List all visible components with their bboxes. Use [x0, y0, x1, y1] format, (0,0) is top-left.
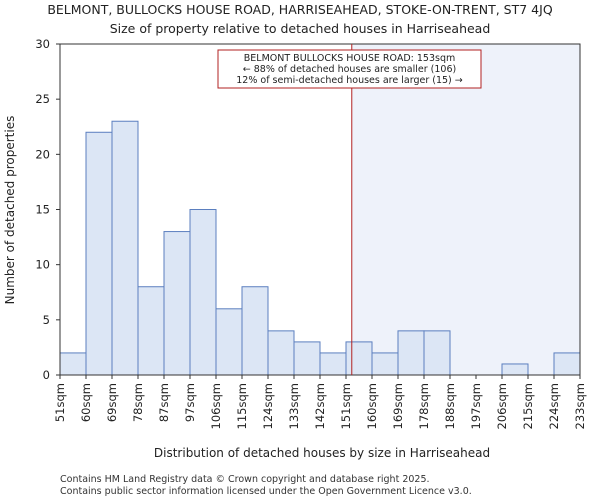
bar	[423, 330, 451, 376]
highlight-region	[351, 44, 580, 375]
x-tick-label: 151sqm	[339, 383, 353, 429]
bar	[501, 363, 529, 376]
chart-title: BELMONT, BULLOCKS HOUSE ROAD, HARRISEAHE…	[47, 2, 553, 17]
x-tick-label: 69sqm	[105, 383, 119, 422]
bar	[267, 330, 295, 376]
x-tick-label: 206sqm	[495, 383, 509, 429]
bar	[59, 352, 87, 376]
x-tick-label: 60sqm	[79, 383, 93, 422]
plot-area: 0 5 10 15 20 25 30 51sqm 60sqm 69sqm 78sqm 87sqm 97s…	[35, 37, 587, 429]
x-tick-label: 233sqm	[573, 383, 587, 429]
annotation-line: ← 88% of detached houses are smaller (10…	[243, 64, 456, 75]
bar	[397, 330, 425, 376]
bar	[215, 308, 243, 376]
x-tick-label: 87sqm	[157, 383, 171, 422]
x-tick-label: 224sqm	[547, 383, 561, 429]
y-tick-label: 20	[35, 147, 50, 161]
x-tick-label: 142sqm	[313, 383, 327, 429]
bar	[553, 352, 581, 376]
x-tick-label: 97sqm	[183, 383, 197, 422]
bar	[137, 286, 165, 376]
footer-line-2: Contains public sector information licen…	[60, 486, 472, 497]
annotation-line: 12% of semi-detached houses are larger (…	[236, 75, 463, 86]
x-tick-label: 133sqm	[287, 383, 301, 429]
x-tick-label: 115sqm	[235, 383, 249, 429]
bar	[189, 209, 217, 376]
bar	[371, 352, 399, 376]
x-tick-label: 169sqm	[391, 383, 405, 429]
bar	[319, 352, 347, 376]
bar	[111, 120, 139, 376]
x-tick-label: 178sqm	[417, 383, 431, 429]
y-tick-label: 10	[35, 258, 50, 272]
chart-subtitle: Size of property relative to detached ho…	[110, 21, 491, 36]
x-tick-label: 106sqm	[209, 383, 223, 429]
y-tick-label: 5	[43, 313, 50, 327]
x-tick-label: 197sqm	[469, 383, 483, 429]
footer-line-1: Contains HM Land Registry data © Crown c…	[60, 474, 430, 485]
y-tick-label: 15	[35, 203, 50, 217]
x-tick-label: 124sqm	[261, 383, 275, 429]
bar	[241, 286, 269, 376]
x-tick-label: 188sqm	[443, 383, 457, 429]
bar	[85, 131, 113, 376]
annotation-box	[217, 49, 482, 89]
x-tick-label: 78sqm	[131, 383, 145, 422]
y-tick-label: 30	[35, 37, 50, 51]
y-tick-label: 0	[43, 368, 50, 382]
x-tick-label: 215sqm	[521, 383, 535, 429]
y-axis-label: Number of detached properties	[3, 116, 17, 305]
annotation-line: BELMONT BULLOCKS HOUSE ROAD: 153sqm	[244, 53, 455, 64]
x-axis-label: Distribution of detached houses by size …	[154, 446, 490, 460]
bar	[345, 341, 373, 376]
bar	[293, 341, 321, 376]
x-tick-label: 51sqm	[53, 383, 67, 422]
x-tick-label: 160sqm	[365, 383, 379, 429]
bar	[163, 231, 191, 376]
y-tick-label: 25	[35, 92, 50, 106]
